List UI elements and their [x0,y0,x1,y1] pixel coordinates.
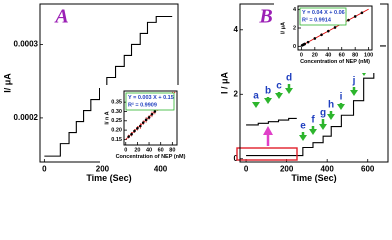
trace [44,15,173,157]
plot-frame [123,90,178,146]
arrow-label: g [320,108,326,119]
data-point [150,112,154,116]
data-point [139,124,142,128]
x-tick-label: 60 [339,52,345,58]
x-tick-label: 40 [325,52,331,58]
data-point [360,11,364,15]
y-tick-label: 0 [234,154,239,163]
x-tick-label: 80 [169,147,175,153]
panel-label: A [53,6,68,28]
plot-frame [297,5,373,51]
y-tick-label: 0.20 [111,128,122,134]
x-tick-label: 0 [124,147,127,153]
y-tick-label: 0.30 [111,109,122,115]
arrow-head [275,93,283,99]
y-tick-label: 2 [293,25,296,31]
x-tick-label: 400 [320,164,334,173]
data-point [127,135,130,138]
arrow-head [299,135,307,141]
y-axis-label: I / μA [219,71,229,94]
arrow-label: a [253,91,259,102]
zoom-box [236,147,298,161]
y-tick-label: 0.35 [111,100,122,106]
r-squared: R² = 0.9914 [302,16,332,23]
y-axis-label: I/ μA [280,22,286,34]
arrow-label: c [276,81,282,92]
x-tick-label: 40 [146,147,152,153]
x-tick-label: 20 [134,147,140,153]
data-point [306,40,310,44]
arrow-label: b [265,86,271,97]
y-tick-label: 0.0002 [14,113,39,122]
zoom-arrow-head [263,126,273,135]
arrow-head [319,124,327,130]
x-tick-label: 400 [154,164,168,173]
arrow-label: f [311,115,315,126]
arrow-head [264,98,272,104]
data-point [144,118,148,122]
y-tick-label: 2 [234,89,239,98]
arrow-label: d [286,73,292,84]
y-tick-label: 4 [293,7,297,13]
equation: Y = 0.003 X + 0.15 [128,95,174,101]
data-point [353,15,357,18]
data-point [333,26,337,29]
data-point [130,132,133,136]
data-point [136,126,139,130]
x-tick-label: 100 [364,52,373,58]
y-tick-label: 0 [293,44,296,50]
data-point [141,121,145,124]
x-tick-label: 60 [158,147,164,153]
equation-box [299,7,347,26]
panel-label: B [258,6,272,28]
x-tick-label: 200 [96,164,110,173]
x-tick-label: 0 [42,164,47,173]
arrow-head [337,104,345,110]
x-tick-label: 600 [361,164,375,173]
trace [246,117,297,126]
x-tick-label: 20 [312,52,318,58]
arrow-label: h [328,100,334,111]
x-tick-label: 200 [280,164,294,173]
x-axis-label: Concentration of NEP (nM) [300,59,370,65]
y-axis-label: I/ μA [2,73,12,93]
x-tick-label: 80 [352,52,358,58]
arrow-head [309,129,317,135]
y-axis-label: I/ n A [104,111,110,124]
data-point [153,110,157,113]
arrow-label: i [340,92,343,103]
y-tick-label: 0.15 [111,137,122,143]
data-point [326,29,330,33]
data-point [313,37,317,40]
data-point [303,42,307,46]
y-tick-label: 0.0003 [14,40,39,49]
data-point [320,33,323,37]
trace [246,45,386,157]
equation-box [125,92,175,111]
data-point [347,18,350,22]
arrow-head [252,102,260,108]
data-point [133,129,136,133]
equation: Y = 0.04 X + 0.06 [302,10,345,16]
x-axis-label: Concentration of NEP (nM) [116,154,186,160]
r-squared: R² = 0.9909 [128,101,157,108]
arrow-label: j [352,76,356,87]
x-axis-label: Time (Sec) [86,173,131,183]
arrow-label: e [300,121,306,132]
x-tick-label: 0 [300,52,303,58]
data-point [147,116,151,119]
y-tick-label: 4 [234,25,239,34]
x-axis-label: Time (Sec) [291,173,336,183]
y-tick-label: 0.25 [111,118,122,124]
arrow-head [327,114,335,120]
arrow-head [285,88,293,94]
x-tick-label: 0 [244,164,249,173]
arrow-head [350,90,358,96]
